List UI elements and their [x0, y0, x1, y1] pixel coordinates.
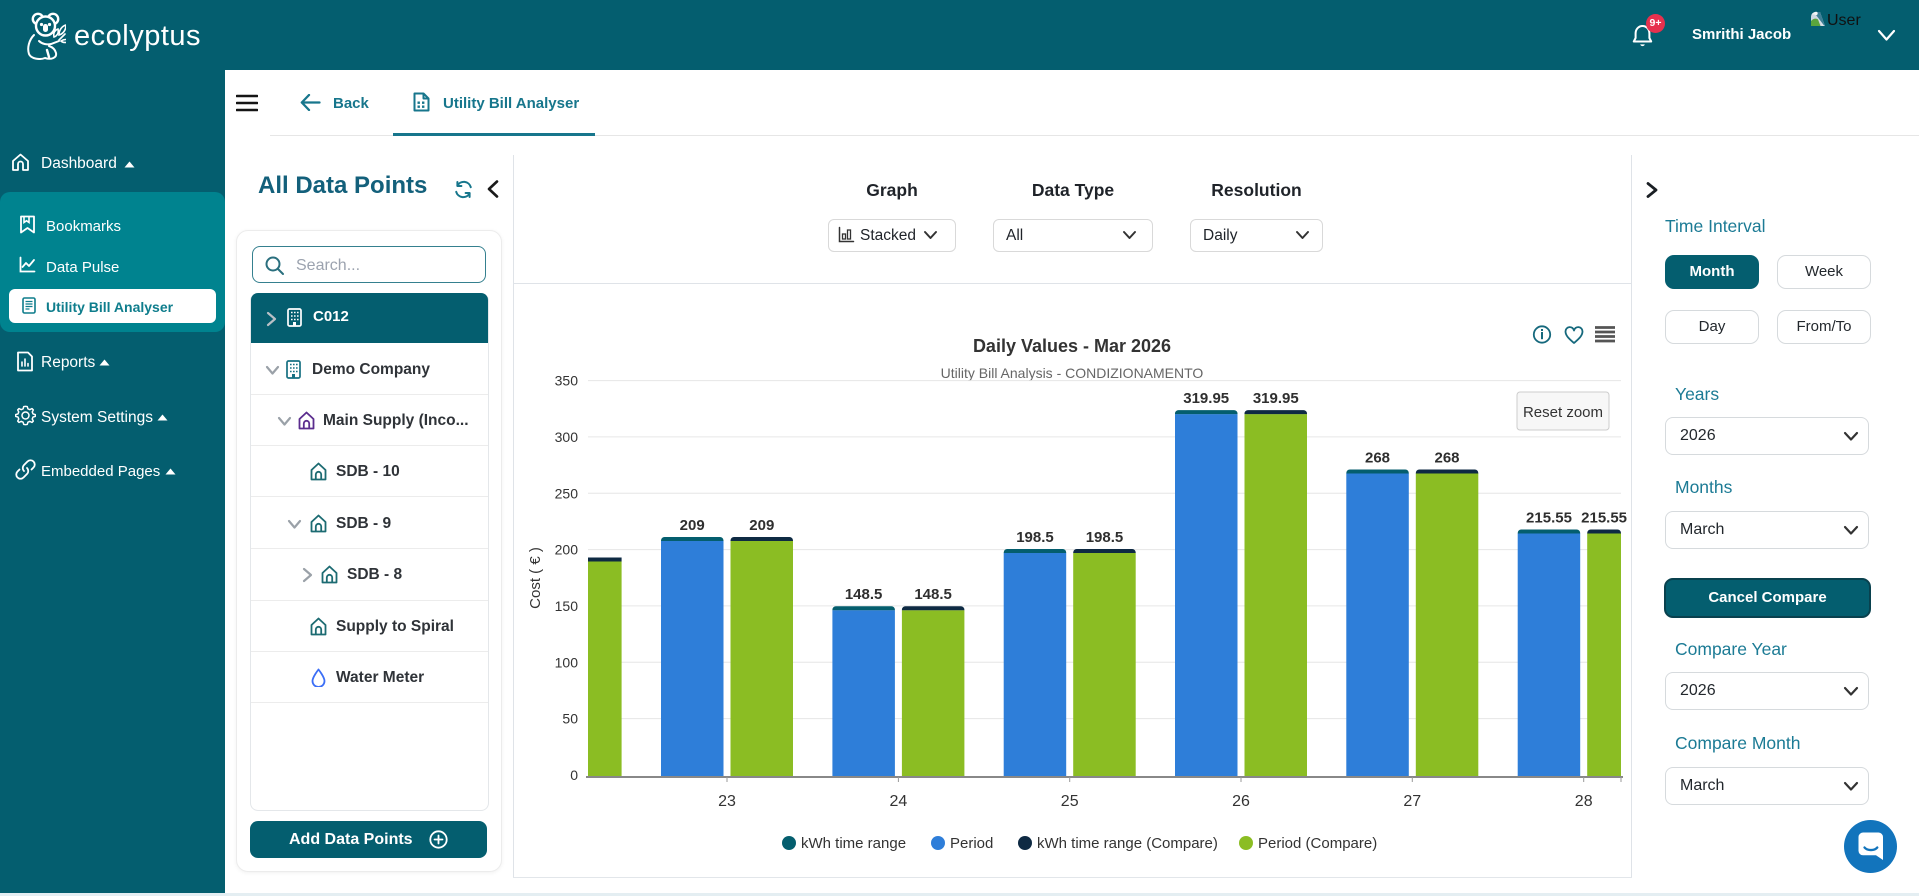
svg-text:Daily Values - Mar 2026: Daily Values - Mar 2026 [973, 336, 1171, 356]
svg-text:268: 268 [1365, 450, 1390, 467]
svg-text:319.95: 319.95 [1253, 390, 1299, 407]
svg-text:25: 25 [1061, 793, 1079, 810]
svg-text:350: 350 [555, 373, 579, 389]
svg-text:27: 27 [1403, 793, 1421, 810]
svg-text:100: 100 [555, 654, 579, 670]
svg-text:209: 209 [749, 517, 774, 534]
svg-text:148.5: 148.5 [845, 586, 883, 603]
svg-text:200: 200 [555, 542, 579, 558]
svg-text:0: 0 [570, 767, 578, 783]
svg-text:kWh time range: kWh time range [801, 835, 906, 852]
svg-text:23: 23 [718, 793, 736, 810]
svg-text:Cost ( € ): Cost ( € ) [527, 547, 544, 609]
svg-text:Period: Period [950, 835, 993, 852]
svg-text:198.5: 198.5 [1086, 529, 1124, 546]
svg-text:209: 209 [680, 517, 705, 534]
svg-text:Utility Bill Analysis - CONDIZ: Utility Bill Analysis - CONDIZIONAMENTO [941, 365, 1204, 381]
svg-text:50: 50 [562, 711, 578, 727]
svg-text:268: 268 [1434, 450, 1459, 467]
svg-text:250: 250 [555, 485, 579, 501]
svg-text:215.55: 215.55 [1581, 510, 1627, 527]
svg-text:319.95: 319.95 [1183, 390, 1229, 407]
svg-text:215.55: 215.55 [1526, 510, 1572, 527]
svg-text:Reset zoom: Reset zoom [1523, 404, 1603, 421]
svg-text:24: 24 [890, 793, 908, 810]
svg-text:300: 300 [555, 429, 579, 445]
svg-text:150: 150 [555, 598, 579, 614]
svg-text:kWh time range (Compare): kWh time range (Compare) [1037, 835, 1218, 852]
svg-text:198.5: 198.5 [1016, 529, 1054, 546]
svg-text:28: 28 [1575, 793, 1593, 810]
svg-text:26: 26 [1232, 793, 1250, 810]
svg-text:Period (Compare): Period (Compare) [1258, 835, 1377, 852]
svg-text:148.5: 148.5 [914, 586, 952, 603]
